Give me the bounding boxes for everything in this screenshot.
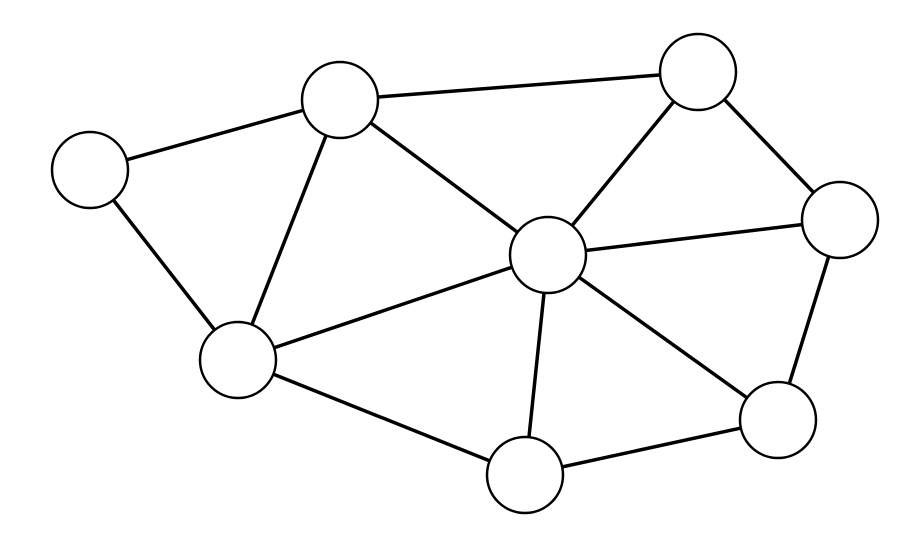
nodes-group <box>52 34 878 513</box>
graph-node <box>802 182 878 258</box>
graph-node <box>52 132 128 208</box>
graph-node <box>740 382 816 458</box>
graph-node <box>200 322 276 398</box>
graph-node <box>302 62 378 138</box>
edges-group <box>90 72 840 475</box>
network-graph <box>0 0 903 539</box>
graph-edge <box>548 255 778 420</box>
graph-edge <box>238 255 548 360</box>
graph-node <box>660 34 736 110</box>
graph-edge <box>340 72 698 100</box>
graph-edge <box>238 100 340 360</box>
graph-node <box>510 217 586 293</box>
graph-node <box>487 437 563 513</box>
graph-edge <box>238 360 525 475</box>
graph-edge <box>548 220 840 255</box>
